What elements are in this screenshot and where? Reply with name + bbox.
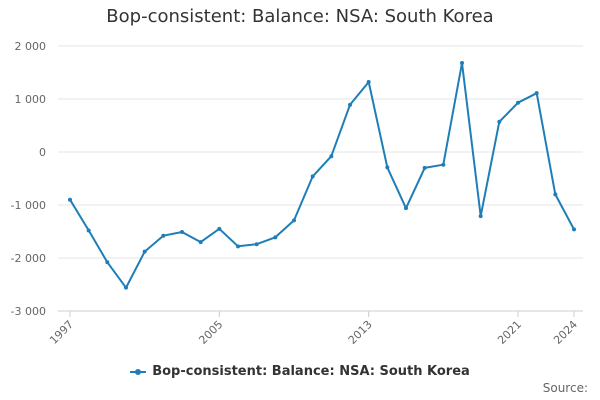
- data-point: [534, 91, 539, 96]
- x-tick-label: 1997: [47, 318, 76, 347]
- data-point: [292, 218, 296, 223]
- y-tick-label: -1 000: [11, 199, 46, 212]
- data-point: [198, 240, 203, 245]
- data-point: [404, 206, 408, 211]
- series-line: [69, 62, 575, 289]
- chart-title: Bop-consistent: Balance: NSA: South Kore…: [106, 6, 494, 27]
- data-point: [254, 242, 259, 247]
- x-tick-label: 2005: [196, 318, 225, 347]
- legend-swatch: [130, 368, 147, 375]
- data-point: [273, 235, 278, 240]
- data-point: [516, 100, 520, 105]
- x-tick-label: 2013: [346, 318, 375, 347]
- y-tick-label: 2 000: [15, 40, 47, 53]
- y-tick-label: -2 000: [11, 252, 46, 265]
- y-tick-label: 0: [39, 146, 46, 159]
- y-tick-label: -3 000: [11, 305, 46, 318]
- data-point: [366, 80, 371, 85]
- data-point: [348, 102, 352, 107]
- data-point: [497, 119, 502, 124]
- data-point: [310, 174, 315, 179]
- data-point: [478, 214, 483, 219]
- data-point: [441, 162, 446, 167]
- source-label: Source:: [542, 381, 588, 395]
- data-point: [105, 260, 110, 265]
- x-tick-label: 2024: [551, 318, 580, 347]
- data-point: [180, 230, 184, 235]
- data-point: [161, 233, 166, 238]
- data-point: [422, 165, 427, 170]
- data-point: [217, 226, 222, 231]
- data-point: [124, 285, 128, 290]
- legend-dot: [135, 368, 142, 375]
- data-point: [553, 192, 558, 197]
- legend-label: Bop-consistent: Balance: NSA: South Kore…: [152, 364, 470, 379]
- x-tick-label: 2021: [495, 318, 524, 347]
- data-point: [572, 227, 576, 232]
- data-point: [236, 244, 240, 249]
- data-point: [142, 249, 147, 254]
- data-point: [329, 154, 334, 159]
- legend[interactable]: Bop-consistent: Balance: NSA: South Kore…: [0, 364, 600, 379]
- y-tick-label: 1 000: [15, 93, 47, 106]
- data-point: [385, 165, 390, 170]
- data-point: [460, 60, 464, 65]
- data-point: [68, 197, 72, 202]
- data-point: [86, 228, 91, 233]
